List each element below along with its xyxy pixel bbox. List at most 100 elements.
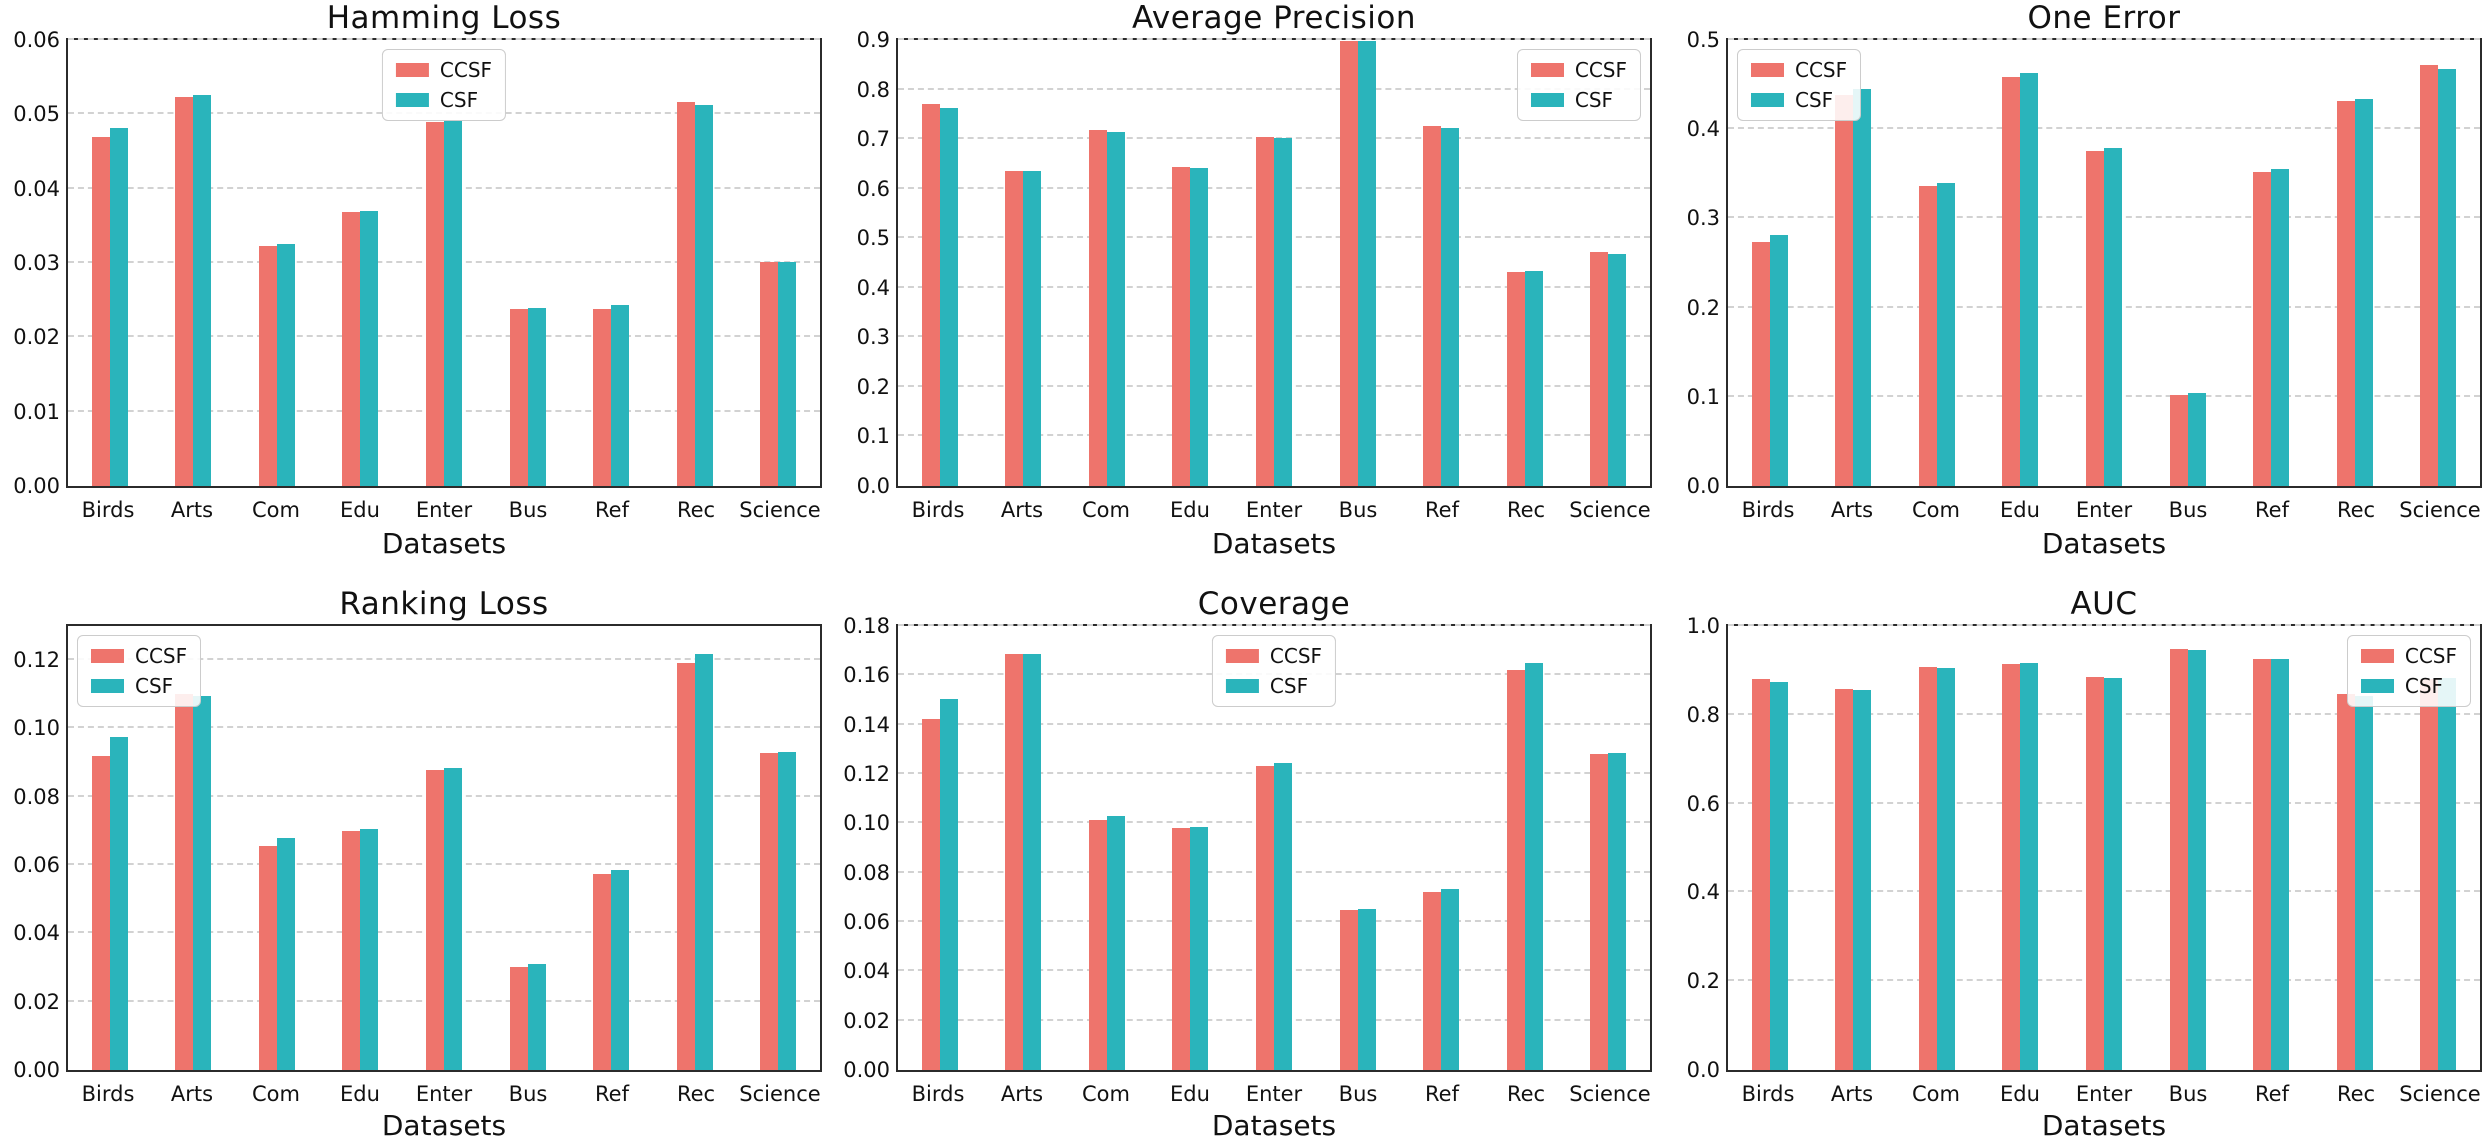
- bar-ccsf-edu: [342, 212, 361, 486]
- x-tick-com: Com: [1912, 498, 1960, 522]
- legend: CCSF CSF: [1737, 49, 1862, 121]
- bar-group-edu: [319, 626, 403, 1070]
- bar-group-ref: [2229, 626, 2313, 1070]
- x-tick-arts: Arts: [1830, 498, 1874, 522]
- bar-csf-bus: [527, 307, 546, 486]
- bar-csf-rec: [694, 104, 713, 486]
- legend-color-patch: [2360, 649, 2394, 663]
- bar-ccsf-ref: [1423, 892, 1442, 1070]
- x-tick-labels: Birds Arts Com Edu Enter Bus Ref Rec Science: [896, 498, 1652, 522]
- y-tick-label: 0.0: [856, 474, 890, 498]
- bar-csf-com: [1936, 182, 1955, 486]
- x-axis-label: Datasets: [1211, 1109, 1337, 1142]
- plot-area: 0.0 0.1 0.2 0.3 0.4 0.5 CCSF CSF: [1687, 29, 2482, 497]
- bar-csf-birds: [939, 107, 958, 486]
- gridline: [68, 726, 820, 729]
- bar-group-bus: [1316, 40, 1400, 486]
- y-tick-label: 0.8: [856, 77, 890, 102]
- chart-title: Coverage: [1197, 586, 1351, 622]
- legend: CCSF CSF: [2346, 635, 2471, 707]
- bar-csf-com: [1936, 668, 1955, 1070]
- bar-ccsf-edu: [2002, 76, 2021, 486]
- y-tick-label: 0.1: [1686, 384, 1720, 409]
- bar-group-enter: [2062, 626, 2146, 1070]
- x-tick-science: Science: [739, 498, 821, 522]
- bar-csf-arts: [1853, 89, 1872, 486]
- y-tick-label: 0.02: [13, 989, 60, 1014]
- bar-group-bus: [2146, 626, 2230, 1070]
- bar-csf-enter: [2104, 147, 2123, 486]
- chart-auc: AUC 0.0 0.2 0.4 0.6 0.8 1.0 CCSF CSF Birds Arts C…: [1660, 572, 2490, 1144]
- bar-group-rec: [1483, 626, 1567, 1070]
- legend: CCSF CSF: [381, 49, 507, 121]
- bar-csf-enter: [2104, 677, 2123, 1070]
- legend-label: CCSF: [1574, 58, 1627, 82]
- bar-ccsf-enter: [1256, 136, 1275, 486]
- legend-label: CCSF: [1269, 644, 1323, 668]
- bar-ccsf-birds: [91, 755, 110, 1070]
- plot-area: 0.00 0.02 0.04 0.06 0.08 0.10 0.12 0.14 0.16 0.18…: [843, 615, 1652, 1081]
- chart-title: One Error: [2027, 0, 2181, 36]
- y-tick-label: 0.06: [843, 910, 890, 935]
- bar-group-birds: [1728, 626, 1812, 1070]
- y-tick-label: 0.2: [1686, 295, 1720, 320]
- x-tick-arts: Arts: [1000, 1082, 1044, 1106]
- bar-csf-ref: [2271, 659, 2290, 1070]
- plot-area: 0.00 0.01 0.02 0.03 0.04 0.05 0.06 CCSF CSF: [13, 29, 822, 497]
- bar-csf-arts: [1023, 653, 1042, 1070]
- bar-csf-edu: [360, 828, 379, 1070]
- bar-ccsf-arts: [175, 694, 194, 1070]
- x-tick-birds: Birds: [911, 1082, 965, 1106]
- bar-csf-enter: [444, 119, 463, 486]
- y-tick-label: 0.14: [843, 712, 890, 737]
- bar-csf-com: [276, 243, 295, 486]
- x-tick-rec: Rec: [676, 498, 716, 522]
- bar-group-enter: [402, 40, 486, 486]
- bar-group-enter: [2062, 40, 2146, 486]
- bar-ccsf-birds: [1751, 241, 1770, 486]
- legend-entry-csf: CSF: [1530, 90, 1627, 110]
- x-tick-science: Science: [1569, 1082, 1651, 1106]
- legend-color-patch: [395, 63, 429, 77]
- bar-group-rec: [653, 626, 737, 1070]
- y-tick-label: 0.16: [843, 663, 890, 688]
- bar-group-arts: [982, 626, 1066, 1070]
- x-tick-labels: Birds Arts Com Edu Enter Bus Ref Rec Science: [1726, 1082, 2482, 1106]
- y-tick-label: 0.6: [856, 176, 890, 201]
- y-tick-label: 0.10: [13, 716, 60, 741]
- bar-ccsf-bus: [1339, 910, 1358, 1070]
- x-tick-rec: Rec: [2336, 498, 2376, 522]
- bar-ccsf-arts: [1005, 654, 1024, 1070]
- bar-ccsf-ref: [1423, 126, 1442, 486]
- legend-label: CSF: [1269, 674, 1309, 698]
- legend-entry-csf: CSF: [91, 676, 187, 696]
- legend-color-patch: [91, 649, 124, 663]
- x-tick-enter: Enter: [1245, 498, 1303, 522]
- x-tick-enter: Enter: [2075, 498, 2133, 522]
- y-tick-label: 0.04: [13, 176, 60, 201]
- y-tick-label: 0.08: [843, 860, 890, 885]
- legend: CCSF CSF: [1211, 635, 1337, 707]
- bar-csf-ref: [2271, 169, 2290, 486]
- bar-ccsf-enter: [2086, 676, 2105, 1070]
- bar-group-bus: [1316, 626, 1400, 1070]
- x-tick-birds: Birds: [1741, 1082, 1795, 1106]
- x-tick-science: Science: [739, 1082, 821, 1106]
- bar-ccsf-science: [1590, 251, 1609, 486]
- x-tick-labels: Birds Arts Com Edu Enter Bus Ref Rec Science: [1726, 498, 2482, 522]
- bar-csf-com: [1106, 131, 1125, 486]
- bar-ccsf-bus: [1339, 40, 1358, 486]
- legend-entry-ccsf: CCSF: [91, 646, 187, 666]
- legend-entry-ccsf: CCSF: [1751, 60, 1847, 80]
- bar-ccsf-birds: [91, 137, 110, 486]
- legend-color-patch: [1530, 63, 1564, 77]
- x-tick-science: Science: [2399, 498, 2481, 522]
- legend-entry-csf: CSF: [1751, 90, 1847, 110]
- bar-ccsf-ref: [593, 873, 612, 1070]
- bar-csf-bus: [2187, 393, 2206, 486]
- x-tick-ref: Ref: [1425, 498, 1459, 522]
- bar-csf-arts: [1023, 171, 1042, 486]
- legend-label: CCSF: [439, 58, 493, 82]
- x-tick-arts: Arts: [1000, 498, 1044, 522]
- bar-csf-bus: [527, 964, 546, 1070]
